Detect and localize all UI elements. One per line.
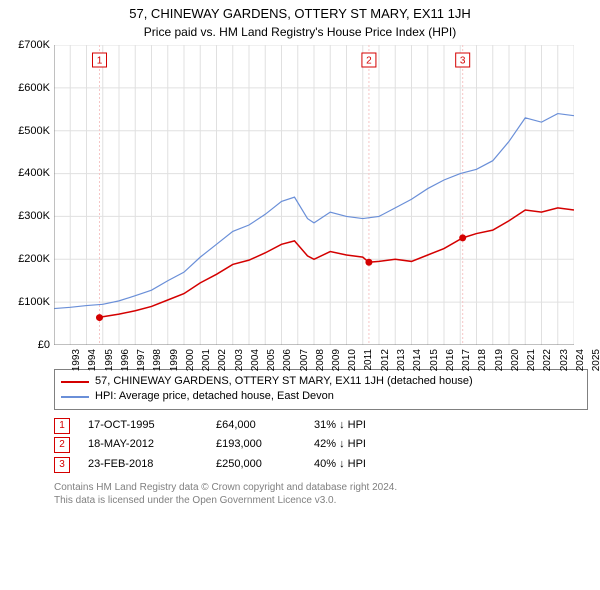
x-tick-label: 2017	[461, 349, 472, 371]
x-tick-label: 2005	[266, 349, 277, 371]
y-tick-label: £600K	[18, 82, 54, 94]
sales-table: 1 17-OCT-1995 £64,000 31% ↓ HPI 2 18-MAY-2012…	[54, 416, 590, 475]
y-tick-label: £0	[38, 339, 54, 351]
chart-svg: 1 2 3	[54, 45, 574, 345]
x-tick-label: 2022	[542, 349, 553, 371]
price-chart: 123£0£100K£200K£300K£400K£500K£600K£700K…	[54, 45, 574, 345]
x-tick-label: 2016	[445, 349, 456, 371]
sales-marker-1: 1	[54, 418, 70, 434]
x-tick-label: 2011	[363, 349, 374, 371]
y-tick-label: £200K	[18, 253, 54, 265]
sales-row: 1 17-OCT-1995 £64,000 31% ↓ HPI	[54, 416, 590, 436]
footer-attribution: Contains HM Land Registry data © Crown c…	[54, 481, 590, 507]
sale-marker-2: 2	[366, 55, 372, 66]
footer-line-2: This data is licensed under the Open Gov…	[54, 494, 590, 507]
x-tick-label: 2021	[526, 349, 537, 371]
page-title: 57, CHINEWAY GARDENS, OTTERY ST MARY, EX…	[10, 6, 590, 23]
sales-marker-3: 3	[54, 457, 70, 473]
x-tick-label: 2018	[477, 349, 488, 371]
x-tick-label: 2015	[428, 349, 439, 371]
x-tick-label: 2004	[250, 349, 261, 371]
sale-dot-2	[365, 259, 372, 266]
sales-date: 18-MAY-2012	[88, 435, 198, 455]
sales-date: 17-OCT-1995	[88, 416, 198, 436]
x-tick-label: 1994	[87, 349, 98, 371]
x-tick-label: 1997	[136, 349, 147, 371]
y-tick-label: £100K	[18, 296, 54, 308]
x-tick-label: 1996	[120, 349, 131, 371]
legend-label: 57, CHINEWAY GARDENS, OTTERY ST MARY, EX…	[95, 374, 473, 389]
sale-marker-3: 3	[460, 55, 466, 66]
x-tick-label: 2012	[380, 349, 391, 371]
y-tick-label: £400K	[18, 167, 54, 179]
x-tick-label: 1993	[71, 349, 82, 371]
x-tick-label: 2010	[347, 349, 358, 371]
sales-diff: 31% ↓ HPI	[314, 416, 404, 436]
x-tick-label: 2002	[217, 349, 228, 371]
x-tick-label: 2001	[201, 349, 212, 371]
sales-date: 23-FEB-2018	[88, 455, 198, 475]
x-tick-label: 2003	[233, 349, 244, 371]
legend: 57, CHINEWAY GARDENS, OTTERY ST MARY, EX…	[54, 369, 588, 410]
sales-price: £193,000	[216, 435, 296, 455]
legend-item: 57, CHINEWAY GARDENS, OTTERY ST MARY, EX…	[61, 374, 581, 389]
x-tick-label: 2008	[315, 349, 326, 371]
x-tick-label: 2006	[282, 349, 293, 371]
legend-item: HPI: Average price, detached house, East…	[61, 389, 581, 404]
sales-marker-2: 2	[54, 437, 70, 453]
x-tick-label: 2020	[510, 349, 521, 371]
footer-line-1: Contains HM Land Registry data © Crown c…	[54, 481, 590, 494]
legend-swatch	[61, 381, 89, 383]
sale-dot-1	[96, 314, 103, 321]
x-tick-label: 2024	[575, 349, 586, 371]
sales-row: 2 18-MAY-2012 £193,000 42% ↓ HPI	[54, 435, 590, 455]
sales-price: £250,000	[216, 455, 296, 475]
series-property	[100, 208, 575, 318]
y-tick-label: £500K	[18, 125, 54, 137]
x-tick-label: 1998	[152, 349, 163, 371]
x-tick-label: 1999	[168, 349, 179, 371]
x-tick-label: 2014	[412, 349, 423, 371]
sale-marker-1: 1	[97, 55, 103, 66]
x-tick-label: 2025	[591, 349, 600, 371]
sales-diff: 40% ↓ HPI	[314, 455, 404, 475]
legend-label: HPI: Average price, detached house, East…	[95, 389, 334, 404]
x-tick-label: 2009	[331, 349, 342, 371]
x-tick-label: 2023	[558, 349, 569, 371]
y-tick-label: £300K	[18, 210, 54, 222]
page-subtitle: Price paid vs. HM Land Registry's House …	[10, 25, 590, 39]
x-tick-label: 2013	[396, 349, 407, 371]
x-tick-label: 2007	[298, 349, 309, 371]
x-tick-label: 2000	[185, 349, 196, 371]
x-tick-label: 2019	[493, 349, 504, 371]
sale-dot-3	[459, 234, 466, 241]
sales-price: £64,000	[216, 416, 296, 436]
legend-swatch	[61, 396, 89, 398]
x-tick-label: 1995	[103, 349, 114, 371]
sales-diff: 42% ↓ HPI	[314, 435, 404, 455]
y-tick-label: £700K	[18, 39, 54, 51]
sales-row: 3 23-FEB-2018 £250,000 40% ↓ HPI	[54, 455, 590, 475]
